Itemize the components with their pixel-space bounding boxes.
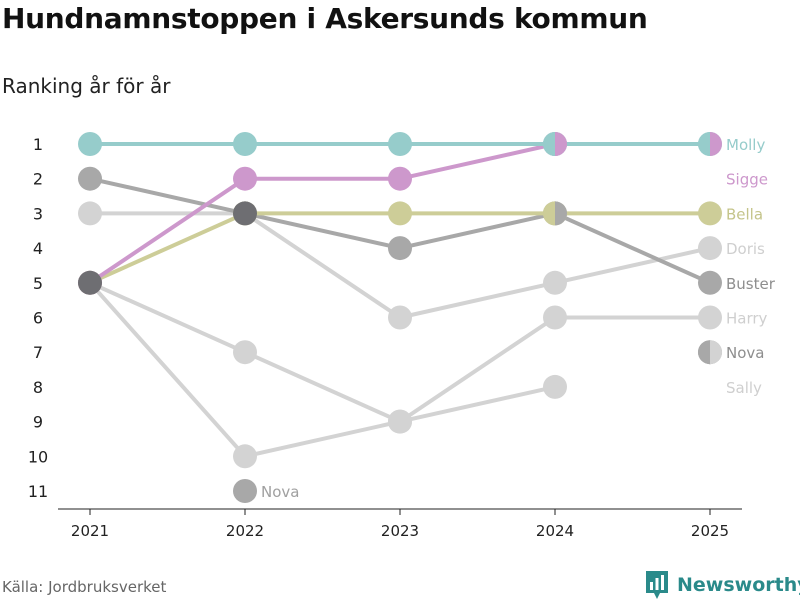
series-label-harry-5: Harry (726, 310, 768, 328)
point-harry-2025 (698, 305, 722, 330)
point-bella-2025 (698, 201, 722, 226)
point-sigge-2023 (388, 166, 412, 191)
point-buster-2021 (78, 166, 102, 191)
point-doris-2023 (388, 305, 412, 330)
line-doris-0 (88, 211, 712, 320)
y-tick-label-1: 1 (33, 135, 43, 154)
x-tick-label-2022: 2022 (226, 522, 264, 540)
point-nova-harry-2025-right (710, 340, 722, 365)
point-harry-2024 (543, 305, 567, 330)
newsworthy-logo-icon (646, 571, 668, 599)
source-note: Källa: Jordbruksverket (2, 578, 167, 596)
point-molly-sigge-2024-left (543, 132, 555, 156)
y-tick-label-10: 10 (28, 447, 48, 466)
series-label-sigge-1: Sigge (726, 171, 768, 189)
series-label-buster-4: Buster (726, 275, 776, 293)
point-highlight-1 (233, 201, 257, 226)
point-molly-sigge-2025-right (710, 132, 722, 156)
brand[interactable]: Newsworthy (645, 569, 800, 601)
point-molly-2022 (233, 132, 257, 156)
line-harry-0 (88, 280, 712, 424)
line-sigge-0 (88, 142, 557, 285)
y-tick-label-2: 2 (33, 170, 43, 189)
y-tick-label-5: 5 (33, 274, 43, 293)
point-molly-sigge-2024-right (555, 132, 567, 156)
point-molly-sigge-2025-left (698, 132, 710, 156)
series-label-nova-8: Nova (261, 483, 299, 501)
point-sally-2023 (388, 409, 412, 434)
line-sally-0 (88, 280, 557, 459)
point-bella-buster-2024-left (543, 201, 555, 226)
y-tick-label-6: 6 (33, 309, 43, 328)
y-tick-label-9: 9 (33, 413, 43, 432)
brand-name: Newsworthy (677, 574, 800, 596)
point-buster-2025 (698, 270, 722, 295)
point-doris-2024 (543, 270, 567, 295)
page-subtitle: Ranking år för år (2, 74, 171, 98)
y-tick-label-3: 3 (33, 204, 43, 223)
chart-lines (88, 142, 712, 459)
point-doris-2021 (78, 201, 102, 226)
point-bella-buster-2024-right (555, 201, 567, 226)
x-tick-label-2021: 2021 (71, 522, 109, 540)
point-nova-harry-2025-left (698, 340, 710, 365)
series-label-nova-6: Nova (726, 344, 764, 362)
point-buster-2023 (388, 236, 412, 261)
chart-points (78, 132, 722, 503)
point-doris-2025 (698, 236, 722, 261)
point-bella-2023 (388, 201, 412, 226)
point-sally-2022 (233, 444, 257, 469)
y-tick-label-4: 4 (33, 239, 43, 258)
point-sigge-2022 (233, 166, 257, 191)
y-tick-label-8: 8 (33, 378, 43, 397)
point-sally-2024 (543, 374, 567, 399)
point-molly-2023 (388, 132, 412, 156)
y-tick-label-11: 11 (28, 482, 48, 501)
x-tick-label-2023: 2023 (381, 522, 419, 540)
series-label-sally-7: Sally (726, 379, 762, 397)
point-harry-2022 (233, 340, 257, 365)
chart-labels: Molly Sigge Bella Doris Buster Harry Nova Sally… (261, 136, 776, 501)
point-molly-2021 (78, 132, 102, 156)
point-highlight-0 (78, 270, 102, 295)
page-title: Hundnamnstoppen i Askersunds kommun (2, 2, 648, 35)
y-tick-label-7: 7 (33, 343, 43, 362)
series-label-bella-2: Bella (726, 205, 763, 223)
series-label-molly-0: Molly (726, 136, 765, 154)
chart-axes: 2021 2022 2023 2024 2025 1 2 3 4 5 6 7 8 9 10 11 (28, 135, 742, 540)
series-label-doris-3: Doris (726, 240, 765, 258)
x-tick-label-2025: 2025 (691, 522, 729, 540)
x-tick-label-2024: 2024 (536, 522, 574, 540)
point-nova-2022 (233, 479, 257, 503)
